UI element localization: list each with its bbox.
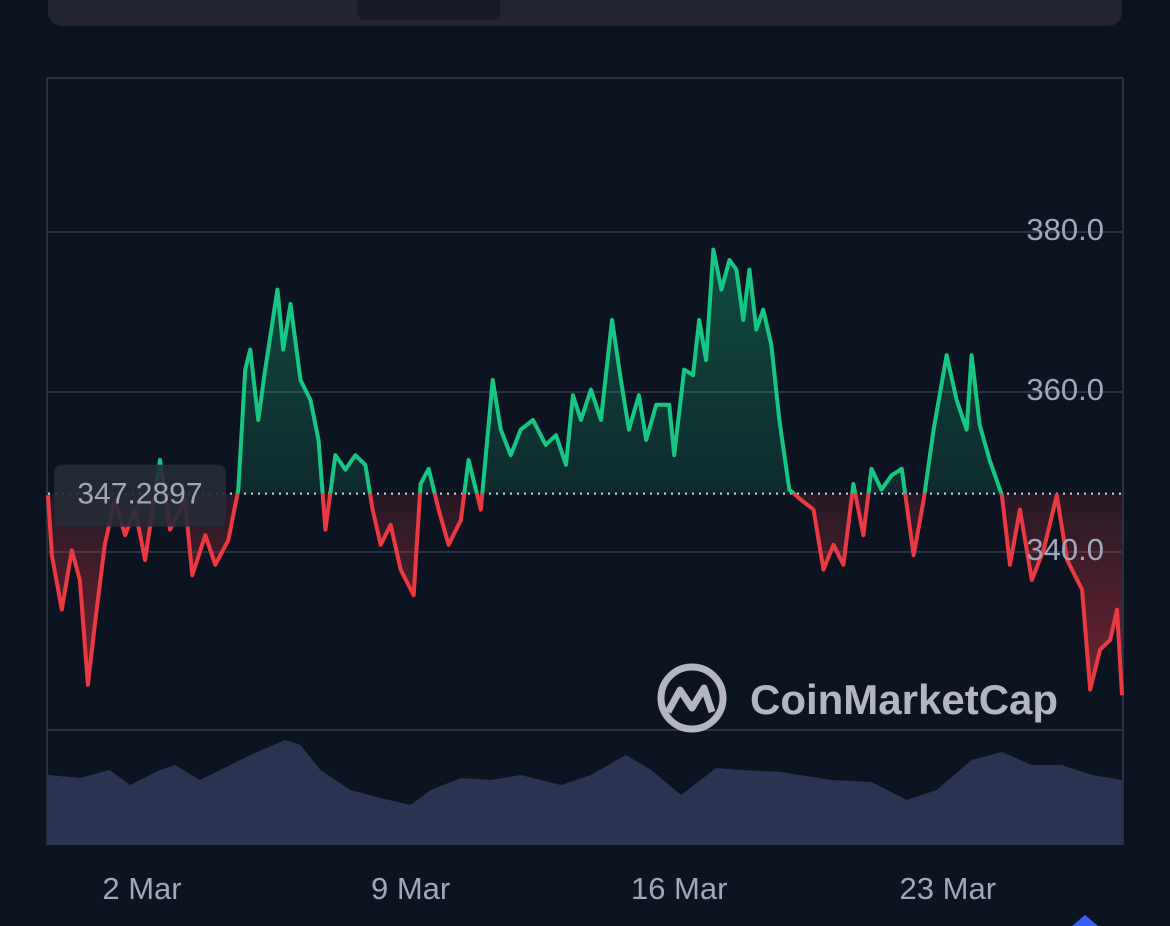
y-tick-label: 360.0 — [1026, 372, 1104, 407]
volume-area — [48, 740, 1122, 845]
y-tick-label: 340.0 — [1026, 532, 1104, 567]
baseline-label-box — [54, 464, 226, 527]
range-selector[interactable] — [48, 0, 1122, 26]
x-tick-label: 9 Mar — [371, 871, 450, 906]
x-tick-label: 23 Mar — [900, 871, 996, 906]
baseline-label: 347.2897 — [77, 478, 202, 511]
price-line — [46, 247, 1124, 696]
watermark-text: CoinMarketCap — [750, 676, 1058, 723]
watermark: CoinMarketCap — [657, 663, 1058, 733]
range-tab[interactable] — [357, 0, 500, 20]
y-tick-label: 380.0 — [1026, 212, 1104, 247]
plot — [46, 77, 1124, 845]
x-tick-label: 16 Mar — [631, 871, 727, 906]
price-area — [48, 249, 1122, 696]
x-tick-label: 2 Mar — [102, 871, 181, 906]
scroll-indicator — [1072, 915, 1098, 926]
